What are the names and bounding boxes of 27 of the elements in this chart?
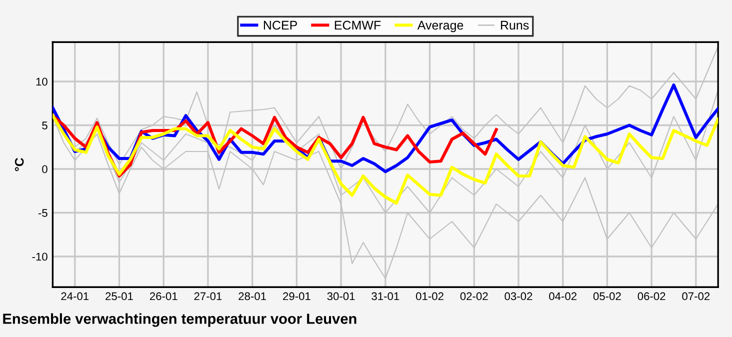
x-tick-label: 03-02 — [504, 292, 532, 300]
x-tick-label: 05-02 — [593, 292, 621, 300]
y-tick-label: 5 — [42, 122, 48, 130]
x-tick-label: 07-02 — [682, 292, 710, 300]
x-tick-label: 02-02 — [460, 292, 488, 300]
legend-label: Runs — [500, 20, 529, 30]
x-tick-label: 26-01 — [150, 292, 178, 300]
x-tick-label: 04-02 — [549, 292, 576, 300]
x-tick-label: 01-02 — [416, 292, 444, 300]
x-tick-label: 31-01 — [372, 292, 400, 300]
x-tick-label: 25-01 — [106, 292, 133, 300]
y-tick-label: -10 — [32, 252, 48, 261]
x-tick-label: 30-01 — [327, 292, 355, 300]
legend-label: NCEP — [264, 20, 297, 30]
legend-label: ECMWF — [334, 20, 381, 30]
y-tick-label: -5 — [38, 209, 48, 217]
x-tick-label: 06-02 — [638, 292, 666, 300]
x-tick-label: 24-01 — [61, 292, 89, 300]
line-series — [52, 114, 718, 205]
y-axis-title: °C — [14, 158, 24, 172]
x-tick-label: 27-01 — [194, 292, 222, 300]
y-tick-label: 10 — [36, 78, 48, 86]
legend-label: Average — [417, 20, 464, 32]
text: Ensemble verwachtingen temperatuur voor Leuven — [3, 313, 356, 327]
x-tick-label: 29-01 — [283, 292, 310, 300]
x-tick-label: 28-01 — [238, 292, 266, 300]
y-tick-label: 0 — [42, 165, 48, 174]
